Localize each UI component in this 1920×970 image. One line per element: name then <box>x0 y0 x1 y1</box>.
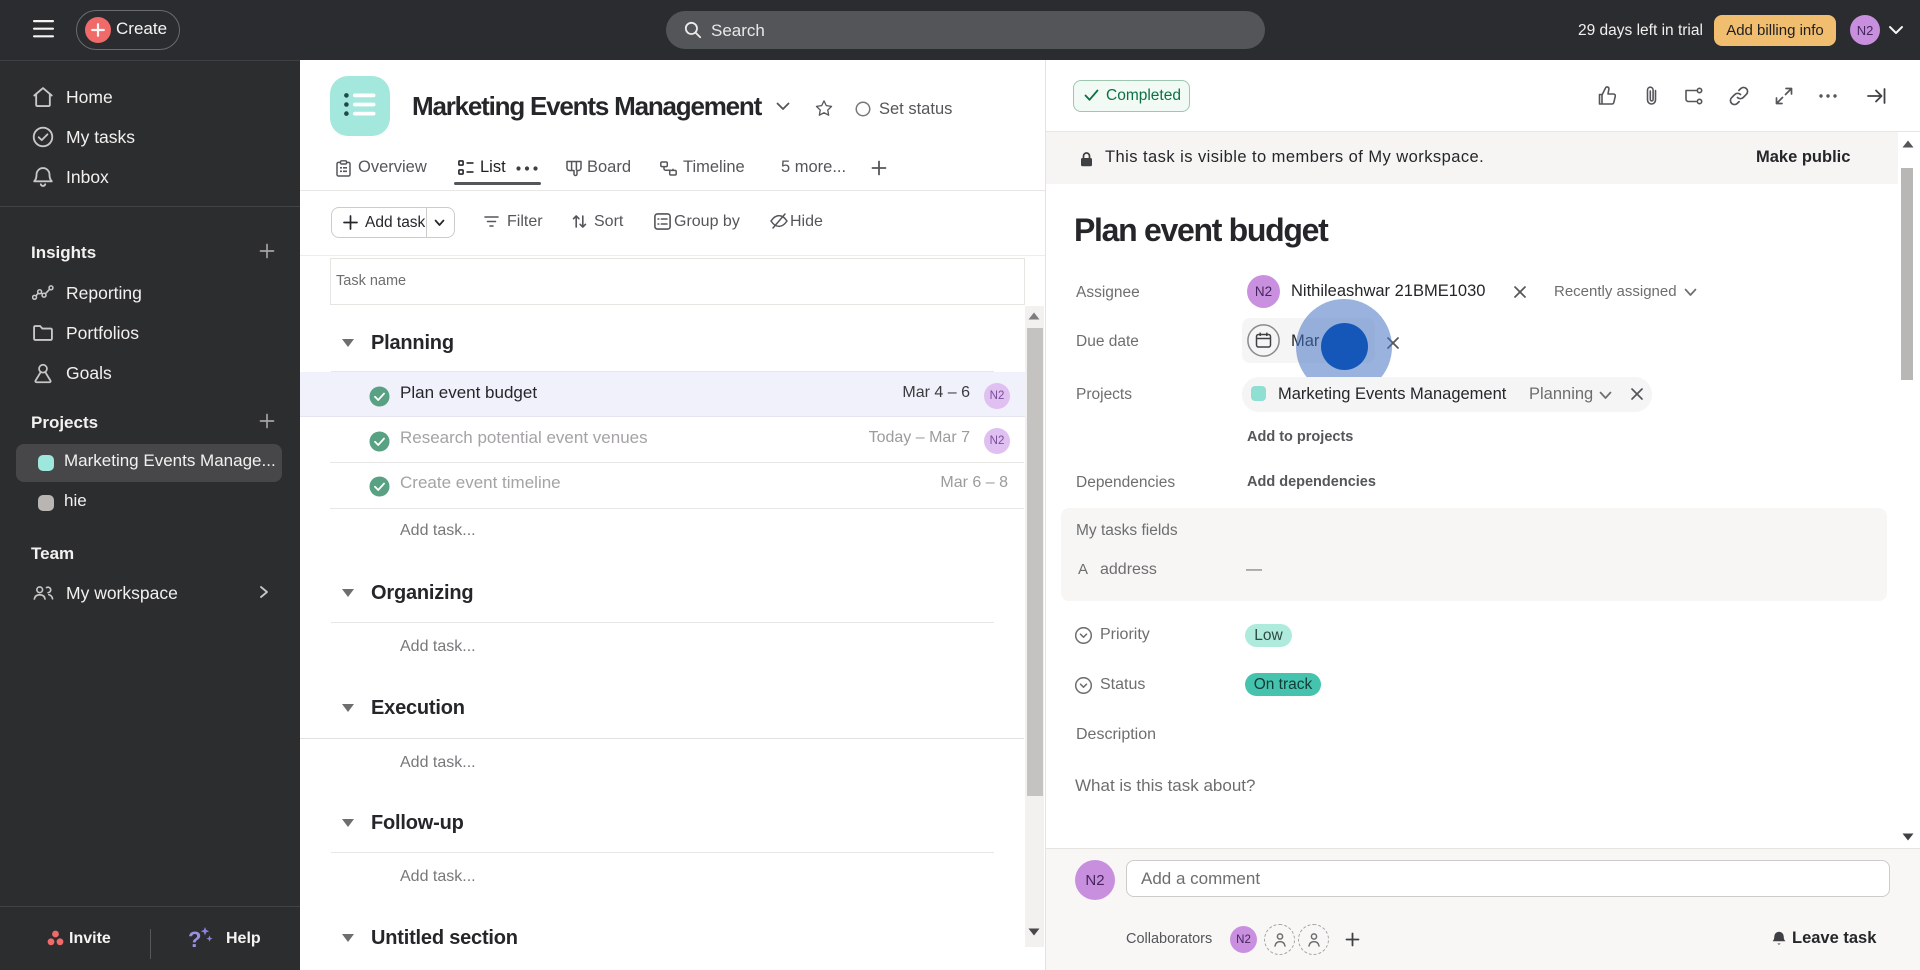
svg-text:?: ? <box>188 927 201 952</box>
